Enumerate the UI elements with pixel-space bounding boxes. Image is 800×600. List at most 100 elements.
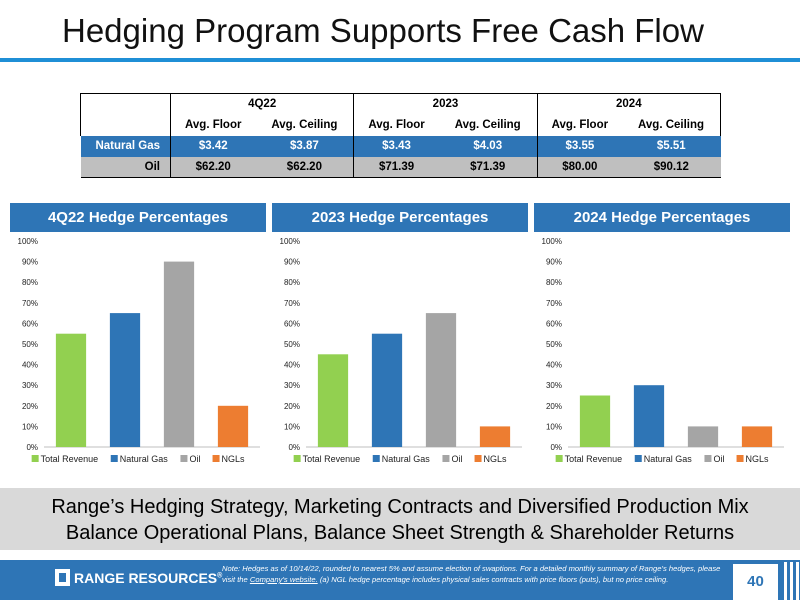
y-tick-label: 0% xyxy=(26,443,38,452)
legend-label: NGLs xyxy=(746,454,770,464)
bar-oil xyxy=(163,261,195,447)
footnote-text: (a) NGL hedge percentage includes physic… xyxy=(319,575,669,584)
legend-label: Natural Gas xyxy=(644,454,693,464)
table-row: Oil $62.20 $62.20 $71.39 $71.39 $80.00 $… xyxy=(80,156,721,178)
column-header-ceiling: Avg. Ceiling xyxy=(454,119,521,131)
y-tick-label: 60% xyxy=(284,319,300,328)
table-cell: $71.39 xyxy=(353,156,439,178)
chart-title: 2024 Hedge Percentages xyxy=(534,203,790,232)
y-tick-label: 80% xyxy=(22,278,38,287)
table-cell: $80.00 xyxy=(536,156,623,178)
hedge-table: 4Q22 2023 2024 Avg. Floor Avg. Ceiling A… xyxy=(80,93,722,178)
legend-swatch xyxy=(110,455,118,462)
chart-title: 2023 Hedge Percentages xyxy=(272,203,528,232)
legend-label: Total Revenue xyxy=(41,454,99,464)
bar-natural-gas xyxy=(371,333,403,447)
legend-label: Natural Gas xyxy=(382,454,431,464)
chart-title: 4Q22 Hedge Percentages xyxy=(10,203,266,232)
legend-swatch xyxy=(293,455,301,462)
y-tick-label: 10% xyxy=(546,422,562,431)
logo-text: RANGE RESOURCES xyxy=(74,570,218,586)
y-tick-label: 20% xyxy=(22,402,38,411)
table-header-periods: 4Q22 2023 2024 xyxy=(80,93,722,136)
bar-oil xyxy=(425,313,457,447)
bar-total-revenue xyxy=(317,354,349,447)
legend-swatch xyxy=(555,455,563,462)
y-tick-label: 80% xyxy=(546,278,562,287)
logo-registered-mark: ® xyxy=(217,572,223,580)
table-corner xyxy=(80,93,171,136)
y-tick-label: 50% xyxy=(546,340,562,349)
legend-swatch xyxy=(372,455,380,462)
row-label: Natural Gas xyxy=(80,135,171,157)
summary-band: Range’s Hedging Strategy, Marketing Cont… xyxy=(0,488,800,550)
y-tick-label: 50% xyxy=(284,340,300,349)
y-tick-label: 0% xyxy=(550,443,562,452)
legend-label: Total Revenue xyxy=(303,454,361,464)
y-tick-label: 60% xyxy=(22,319,38,328)
column-header-ceiling: Avg. Ceiling xyxy=(622,114,722,136)
table-cell: $62.20 xyxy=(255,156,354,178)
table-cell: $90.12 xyxy=(622,156,721,178)
y-tick-label: 30% xyxy=(284,381,300,390)
footer: RANGE RESOURCES® Note: Hedges as of 10/1… xyxy=(0,560,800,600)
y-tick-label: 30% xyxy=(546,381,562,390)
row-label: Oil xyxy=(80,156,171,178)
column-header-floor: Avg. Floor xyxy=(353,114,439,136)
legend-swatch xyxy=(442,455,450,462)
hedge-bar-chart-4q22: 0% 10% 20% 30% 40% 50% 60% 70% 80% 90% 100% Total R… xyxy=(18,237,260,464)
y-tick-label: 70% xyxy=(546,299,562,308)
bar-total-revenue xyxy=(55,333,87,447)
y-tick-label: 100% xyxy=(280,237,300,246)
legend-label: Natural Gas xyxy=(120,454,169,464)
y-tick-label: 0% xyxy=(288,443,300,452)
y-tick-label: 40% xyxy=(22,361,38,370)
y-tick-label: 10% xyxy=(284,422,300,431)
legend-label: Oil xyxy=(451,454,462,464)
bar-total-revenue xyxy=(579,395,611,447)
bar-natural-gas xyxy=(633,385,665,447)
chart-panel-4q22: 4Q22 Hedge Percentages 0% 10% 20% 30% 40% 50%… xyxy=(10,203,266,475)
bar-ngls xyxy=(741,426,773,447)
table-cell: $4.03 xyxy=(438,135,538,157)
table-row: Natural Gas $3.42 $3.87 $3.43 $4.03 $3.5… xyxy=(80,135,721,157)
table-cell: $3.87 xyxy=(255,135,354,157)
legend-swatch xyxy=(31,455,39,462)
column-header-floor: Avg. Floor xyxy=(536,114,623,136)
company-website-link[interactable]: Company’s website. xyxy=(249,575,318,584)
y-tick-label: 10% xyxy=(22,422,38,431)
column-header-floor: Avg. Floor xyxy=(170,114,256,136)
chart-panel-2024: 2024 Hedge Percentages 0% 10% 20% 30% 40% 50%… xyxy=(534,203,790,475)
footnote-text: Note: Hedges as of 10/14/22, rounded to … xyxy=(222,564,721,584)
bar-ngls xyxy=(217,405,249,447)
table-cell: $62.20 xyxy=(170,156,256,178)
period-header: 2023 xyxy=(353,93,538,115)
legend-label: Total Revenue xyxy=(565,454,623,464)
y-tick-label: 60% xyxy=(546,319,562,328)
y-tick-label: 90% xyxy=(284,258,300,267)
legend-swatch xyxy=(736,455,744,462)
legend-swatch xyxy=(474,455,482,462)
chart-panel-2023: 2023 Hedge Percentages 0% 10% 20% 30% 40% 50%… xyxy=(272,203,528,475)
y-tick-label: 70% xyxy=(22,299,38,308)
legend-label: Oil xyxy=(713,454,724,464)
logo-r-icon xyxy=(55,569,70,586)
bar-oil xyxy=(687,426,719,447)
page-number: 40 xyxy=(733,564,778,600)
footnote: Note: Hedges as of 10/14/22, rounded to … xyxy=(222,563,730,585)
table-cell: $3.55 xyxy=(536,135,623,157)
summary-line-1: Range’s Hedging Strategy, Marketing Cont… xyxy=(51,496,749,518)
y-tick-label: 20% xyxy=(546,402,562,411)
footer-stripe xyxy=(790,562,793,600)
y-tick-label: 30% xyxy=(22,381,38,390)
period-header: 2024 xyxy=(536,93,722,115)
hedge-bar-chart-2024: 0% 10% 20% 30% 40% 50% 60% 70% 80% 90% 100% Total R… xyxy=(542,237,784,464)
y-tick-label: 90% xyxy=(546,258,562,267)
footer-stripe xyxy=(796,562,799,600)
table-cell: $71.39 xyxy=(438,156,538,178)
legend-label: Oil xyxy=(189,454,200,464)
legend-swatch xyxy=(704,455,712,462)
title-rule xyxy=(0,58,800,62)
summary-line-2: Balance Operational Plans, Balance Sheet… xyxy=(65,522,735,544)
column-header-ceiling: Avg. Ceiling xyxy=(271,119,338,131)
